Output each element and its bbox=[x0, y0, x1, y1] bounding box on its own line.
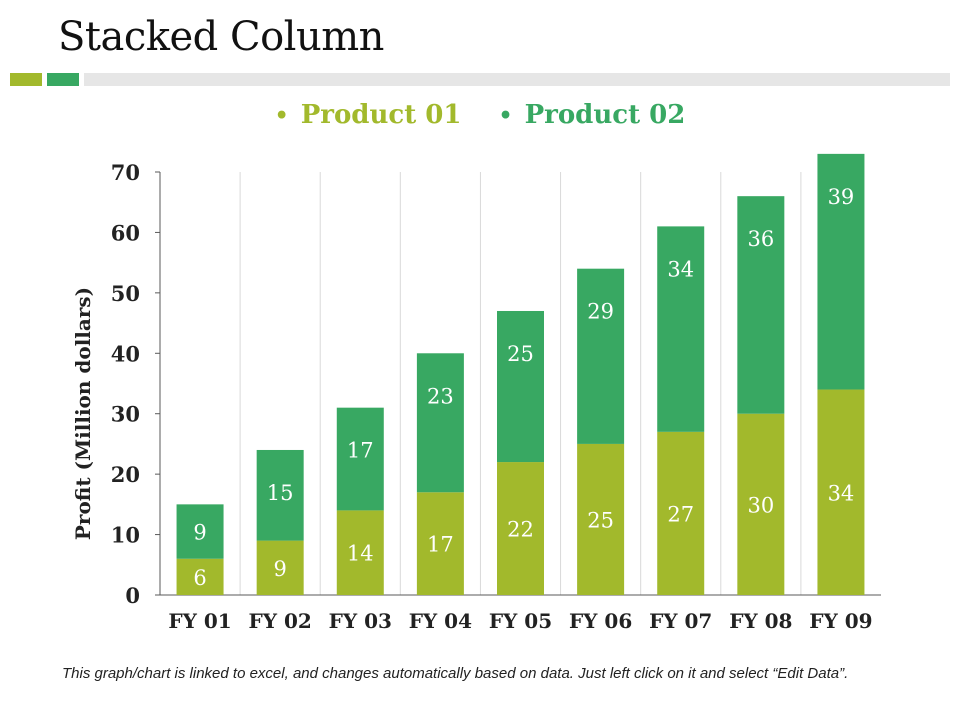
x-tick-label: FY 05 bbox=[489, 609, 552, 633]
footnote: This graph/chart is linked to excel, and… bbox=[62, 665, 849, 682]
data-label-product-02: 39 bbox=[828, 185, 855, 209]
bar-product-01 bbox=[657, 431, 705, 595]
legend-label-product-02: Product 02 bbox=[524, 100, 686, 130]
bar-product-01 bbox=[416, 492, 464, 595]
x-tick-label: FY 02 bbox=[249, 609, 312, 633]
data-label-product-01: 14 bbox=[347, 542, 374, 566]
legend-item-product-02: • Product 02 bbox=[499, 100, 686, 130]
data-label-product-01: 9 bbox=[273, 557, 286, 581]
bar-product-02 bbox=[497, 310, 544, 463]
y-tick-label: 20 bbox=[111, 462, 140, 487]
bar-product-01 bbox=[497, 462, 544, 595]
data-label-product-02: 29 bbox=[587, 300, 614, 324]
y-tick-label: 70 bbox=[111, 160, 140, 185]
x-tick-label: FY 08 bbox=[729, 609, 792, 633]
x-tick-label: FY 07 bbox=[649, 609, 712, 633]
data-label-product-01: 17 bbox=[427, 533, 454, 557]
legend-item-product-01: • Product 01 bbox=[275, 100, 462, 130]
bar-product-02 bbox=[737, 196, 785, 414]
accent-band-green bbox=[47, 73, 79, 86]
y-tick-label: 10 bbox=[111, 523, 140, 548]
data-label-product-02: 23 bbox=[427, 384, 454, 408]
data-label-product-02: 15 bbox=[267, 481, 294, 505]
x-tick-label: FY 01 bbox=[168, 609, 231, 633]
y-axis-title: Profit (Million dollars) bbox=[71, 287, 95, 540]
data-label-product-01: 6 bbox=[193, 566, 206, 590]
data-label-product-01: 22 bbox=[507, 518, 534, 542]
bar-product-01 bbox=[577, 443, 625, 595]
x-tick-label: FY 04 bbox=[409, 609, 472, 633]
data-label-product-02: 34 bbox=[667, 257, 694, 281]
y-tick-label: 0 bbox=[125, 583, 140, 608]
bar-product-01 bbox=[336, 510, 384, 595]
x-tick-label: FY 03 bbox=[329, 609, 392, 633]
data-label-product-01: 30 bbox=[747, 493, 774, 517]
legend-bullet-icon: • bbox=[498, 103, 513, 129]
data-label-product-02: 9 bbox=[193, 521, 206, 545]
chart-legend: • Product 01 • Product 02 bbox=[0, 100, 960, 130]
y-tick-label: 40 bbox=[111, 341, 140, 366]
y-tick-label: 30 bbox=[111, 402, 140, 427]
bar-product-01 bbox=[737, 413, 785, 595]
bar-product-02 bbox=[657, 226, 705, 432]
x-tick-label: FY 09 bbox=[809, 609, 872, 633]
bar-product-02 bbox=[176, 504, 224, 559]
page-title: Stacked Column bbox=[58, 14, 384, 60]
accent-band-gray bbox=[84, 73, 950, 86]
bar-product-02 bbox=[416, 353, 464, 493]
data-label-product-02: 17 bbox=[347, 439, 374, 463]
legend-bullet-icon: • bbox=[274, 103, 289, 129]
bar-product-02 bbox=[256, 449, 304, 541]
bar-product-01 bbox=[256, 540, 304, 595]
bar-product-02 bbox=[577, 268, 625, 444]
x-tick-label: FY 06 bbox=[569, 609, 632, 633]
y-tick-label: 50 bbox=[111, 281, 140, 306]
bar-product-02 bbox=[336, 407, 384, 511]
data-label-product-01: 34 bbox=[828, 481, 855, 505]
data-label-product-02: 36 bbox=[747, 227, 774, 251]
bar-product-02 bbox=[817, 153, 865, 390]
data-label-product-02: 25 bbox=[507, 342, 534, 366]
data-label-product-01: 25 bbox=[587, 508, 614, 532]
accent-band-lime bbox=[10, 73, 42, 86]
legend-label-product-01: Product 01 bbox=[300, 100, 462, 130]
y-tick-label: 60 bbox=[111, 220, 140, 245]
bar-product-01 bbox=[176, 558, 224, 595]
bar-product-01 bbox=[817, 389, 865, 595]
data-label-product-01: 27 bbox=[667, 502, 694, 526]
